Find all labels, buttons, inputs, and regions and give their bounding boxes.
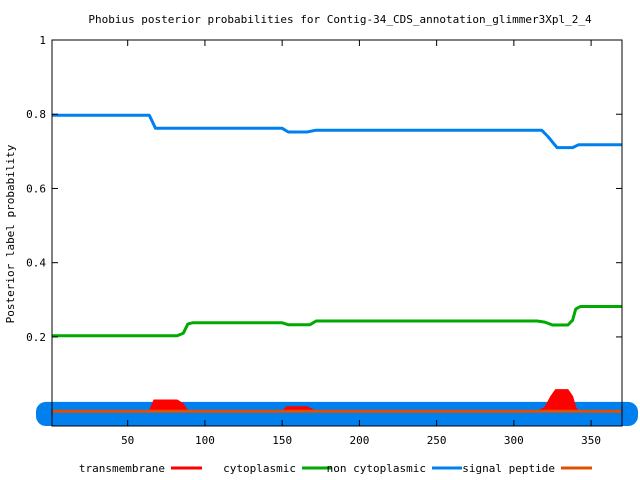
legend-label-cytoplasmic: cytoplasmic — [223, 462, 296, 475]
x-tick-label: 200 — [349, 434, 369, 447]
plot-area — [36, 113, 638, 426]
legend-label-transmembrane: transmembrane — [79, 462, 165, 475]
y-tick-label: 0.4 — [26, 257, 46, 270]
legend-label-signal-peptide: signal peptide — [462, 462, 555, 475]
y-tick-label: 0.6 — [26, 182, 46, 195]
y-tick-label: 0.2 — [26, 331, 46, 344]
x-tick-label: 150 — [272, 434, 292, 447]
series-non-cytoplasmic — [52, 113, 622, 150]
y-tick-label: 1 — [39, 34, 46, 47]
legend-label-non-cytoplasmic: non cytoplasmic — [327, 462, 426, 475]
x-tick-label: 350 — [581, 434, 601, 447]
y-tick-label: 0.8 — [26, 108, 46, 121]
y-axis-label: Posterior label probability — [4, 144, 17, 323]
axis-ticks: 50 100 150 200 250 300 350 0.2 0.4 0.6 0.8 1 — [26, 34, 622, 447]
legend: transmembrane cytoplasmic non cytoplasmic s… — [79, 462, 592, 475]
series-cytoplasmic — [52, 305, 622, 338]
x-tick-label: 100 — [195, 434, 215, 447]
chart-title: Phobius posterior probabilities for Cont… — [88, 13, 592, 26]
x-tick-label: 250 — [427, 434, 447, 447]
x-tick-label: 50 — [121, 434, 134, 447]
blue-band-inner — [52, 403, 622, 426]
plot-frame — [51, 39, 623, 427]
x-tick-label: 300 — [504, 434, 524, 447]
